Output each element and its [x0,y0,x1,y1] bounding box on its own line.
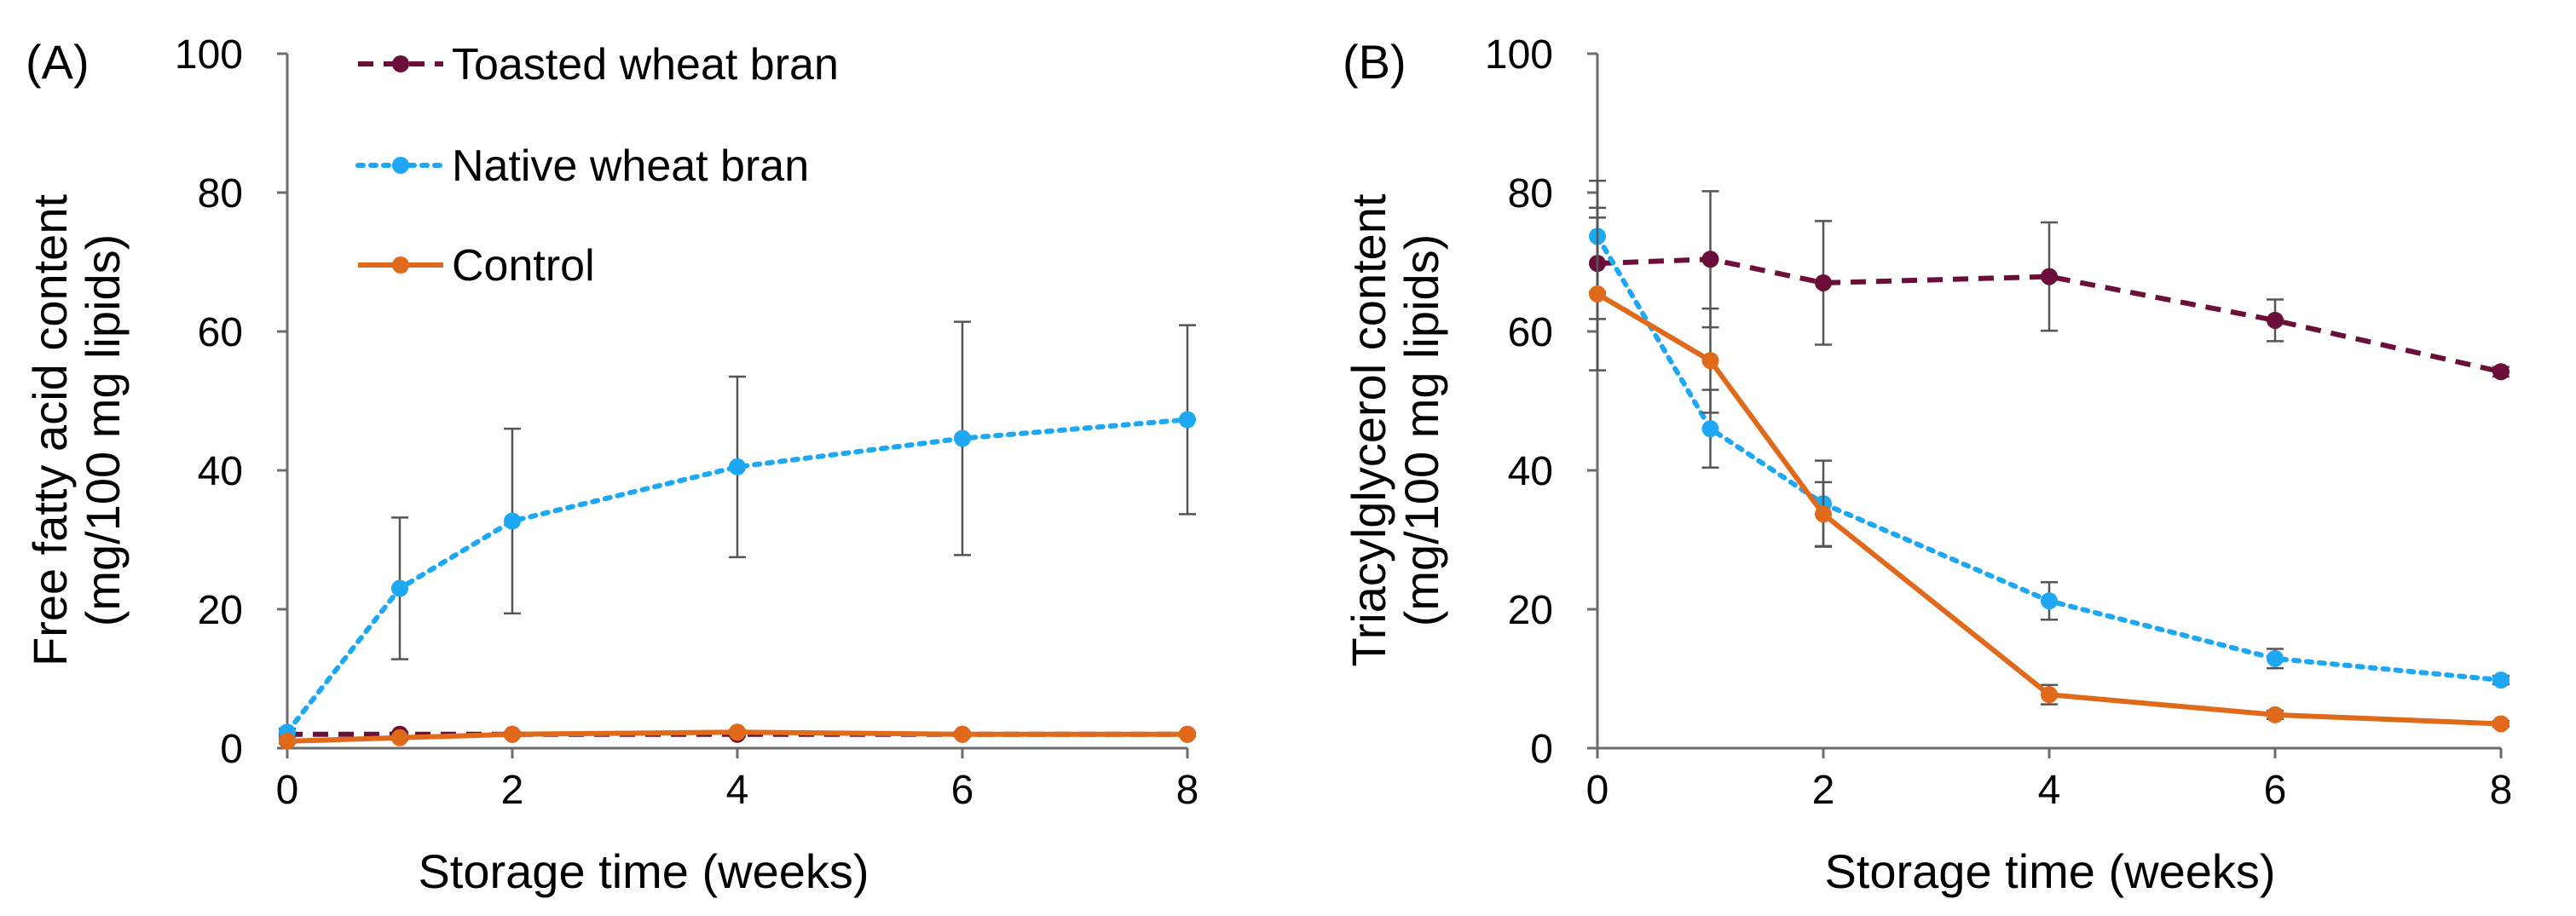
legend-label-native: Native wheat bran [452,141,809,191]
panel-b-y-tick-label: 40 [1508,449,1553,494]
panel-a-series-native [279,320,1196,741]
panel-b-point-native [1701,420,1719,438]
panel-b-line-toasted [1597,256,2502,375]
panel-a-point-native [504,512,521,530]
panel-b-line-control [1596,291,2502,727]
panel-b-point-toasted [2041,268,2058,285]
panel-b-y-tick-label: 100 [1485,32,1553,78]
panel-b-point-control [1815,505,1832,523]
panel-a-series [279,320,1196,750]
panel-a-point-control [279,732,296,750]
panel-b-point-control [2041,686,2058,704]
panel-a-point-native [954,429,971,447]
panel-b-series-native [1589,179,2510,689]
panel-a-series-control [279,723,1196,750]
panel-a-x-tick-label: 6 [951,768,974,813]
panel-a-point-control [954,725,971,743]
panel-b-y-tick-label: 80 [1508,171,1553,216]
panel-b-y-tick-label: 0 [1530,727,1553,772]
panel-a-x-axis-title: Storage time (weeks) [418,844,869,898]
panel-a-line-native [285,417,1190,735]
panel-a-x-tick-label: 0 [276,768,299,813]
panel-b-y-tick-label: 20 [1508,588,1553,633]
panel-a-point-control [504,725,521,743]
legend-entry-control: Control [358,241,595,291]
panel-b-x-tick-label: 6 [2264,768,2287,813]
panel-a-x-tick-label: 8 [1176,768,1199,813]
legend-entry-toasted: Toasted wheat bran [358,40,839,89]
panel-a-y-axis-title: Free fatty acid content (mg/100 mg lipid… [23,194,130,667]
panel-a-point-native [391,579,408,597]
panel-b-y-axis-title: Triacylglycerol content (mg/100 mg lipid… [1342,193,1448,666]
panel-b-point-native [2492,671,2510,689]
panel-b-x-tick-label: 4 [2038,768,2061,813]
panel-a-line-control [286,729,1187,744]
panel-b-x-tick-label: 2 [1812,768,1835,813]
panel-b-point-control [1701,352,1719,370]
panel-b-x-tick-label: 0 [1586,768,1609,813]
panel-b-line-native [1595,233,2504,683]
panel-b-point-control [1589,285,1606,302]
panel-a-y-axis-title-line1: Free fatty acid content [23,194,77,667]
panel-b-point-toasted [1815,274,1832,291]
panel-a-label: (A) [26,35,90,89]
panel-a-y-tick-label: 60 [198,310,243,355]
panel-b-y-axis-title-line1: Triacylglycerol content [1342,193,1395,666]
legend-marker-toasted [392,55,409,72]
legend: Toasted wheat bran Native wheat bran Con… [355,40,839,291]
panel-b-point-toasted [1701,251,1719,268]
legend-entry-native: Native wheat bran [355,141,809,191]
panel-b-point-native [2267,649,2284,667]
panel-b-series [1589,179,2510,733]
panel-b-x-tick-label: 8 [2490,768,2513,813]
legend-marker-native [392,157,409,174]
panel-b-series-control [1589,216,2510,733]
panel-b-label: (B) [1343,35,1406,89]
panel-a-axes: 0 20 40 60 80 100 0 2 4 6 8 [175,32,1198,813]
panel-b-point-native [2041,592,2058,610]
panel-b-point-toasted [2492,363,2510,381]
panel-a-y-tick-label: 0 [220,727,243,772]
panel-a-point-native [1179,411,1196,429]
panel-a-point-control [729,723,746,741]
panel-a-x-tick-label: 2 [501,768,524,813]
panel-b-axes: 0 20 40 60 80 100 0 2 4 6 8 [1485,32,2512,813]
panel-b-point-control [2267,706,2284,723]
panel-b-y-axis-title-line2: (mg/100 mg lipids) [1395,234,1448,627]
panel-a-point-control [1179,725,1196,743]
panel-a-x-tick-label: 4 [726,768,749,813]
panel-a: (A) Free fatty acid content (mg/100 mg l… [23,32,1198,898]
panel-a-point-native [729,458,746,475]
panel-a-y-axis-title-line2: (mg/100 mg lipids) [76,234,130,627]
panel-b-point-control [2492,715,2510,733]
panel-a-y-tick-label: 40 [198,449,243,494]
panel-b-point-toasted [2267,311,2284,329]
panel-a-point-control [391,729,408,746]
legend-marker-control [392,256,409,274]
panel-b-series-toasted [1589,190,2510,381]
panel-a-y-tick-label: 20 [198,588,243,633]
panel-a-y-tick-label: 100 [175,32,243,78]
legend-label-toasted: Toasted wheat bran [452,40,839,89]
panel-b: (B) Triacylglycerol content (mg/100 mg l… [1342,32,2512,898]
panel-a-y-tick-label: 80 [198,171,243,216]
panel-b-x-axis-title: Storage time (weeks) [1824,844,2275,898]
legend-label-control: Control [452,241,595,291]
panel-b-y-tick-label: 60 [1508,310,1553,355]
